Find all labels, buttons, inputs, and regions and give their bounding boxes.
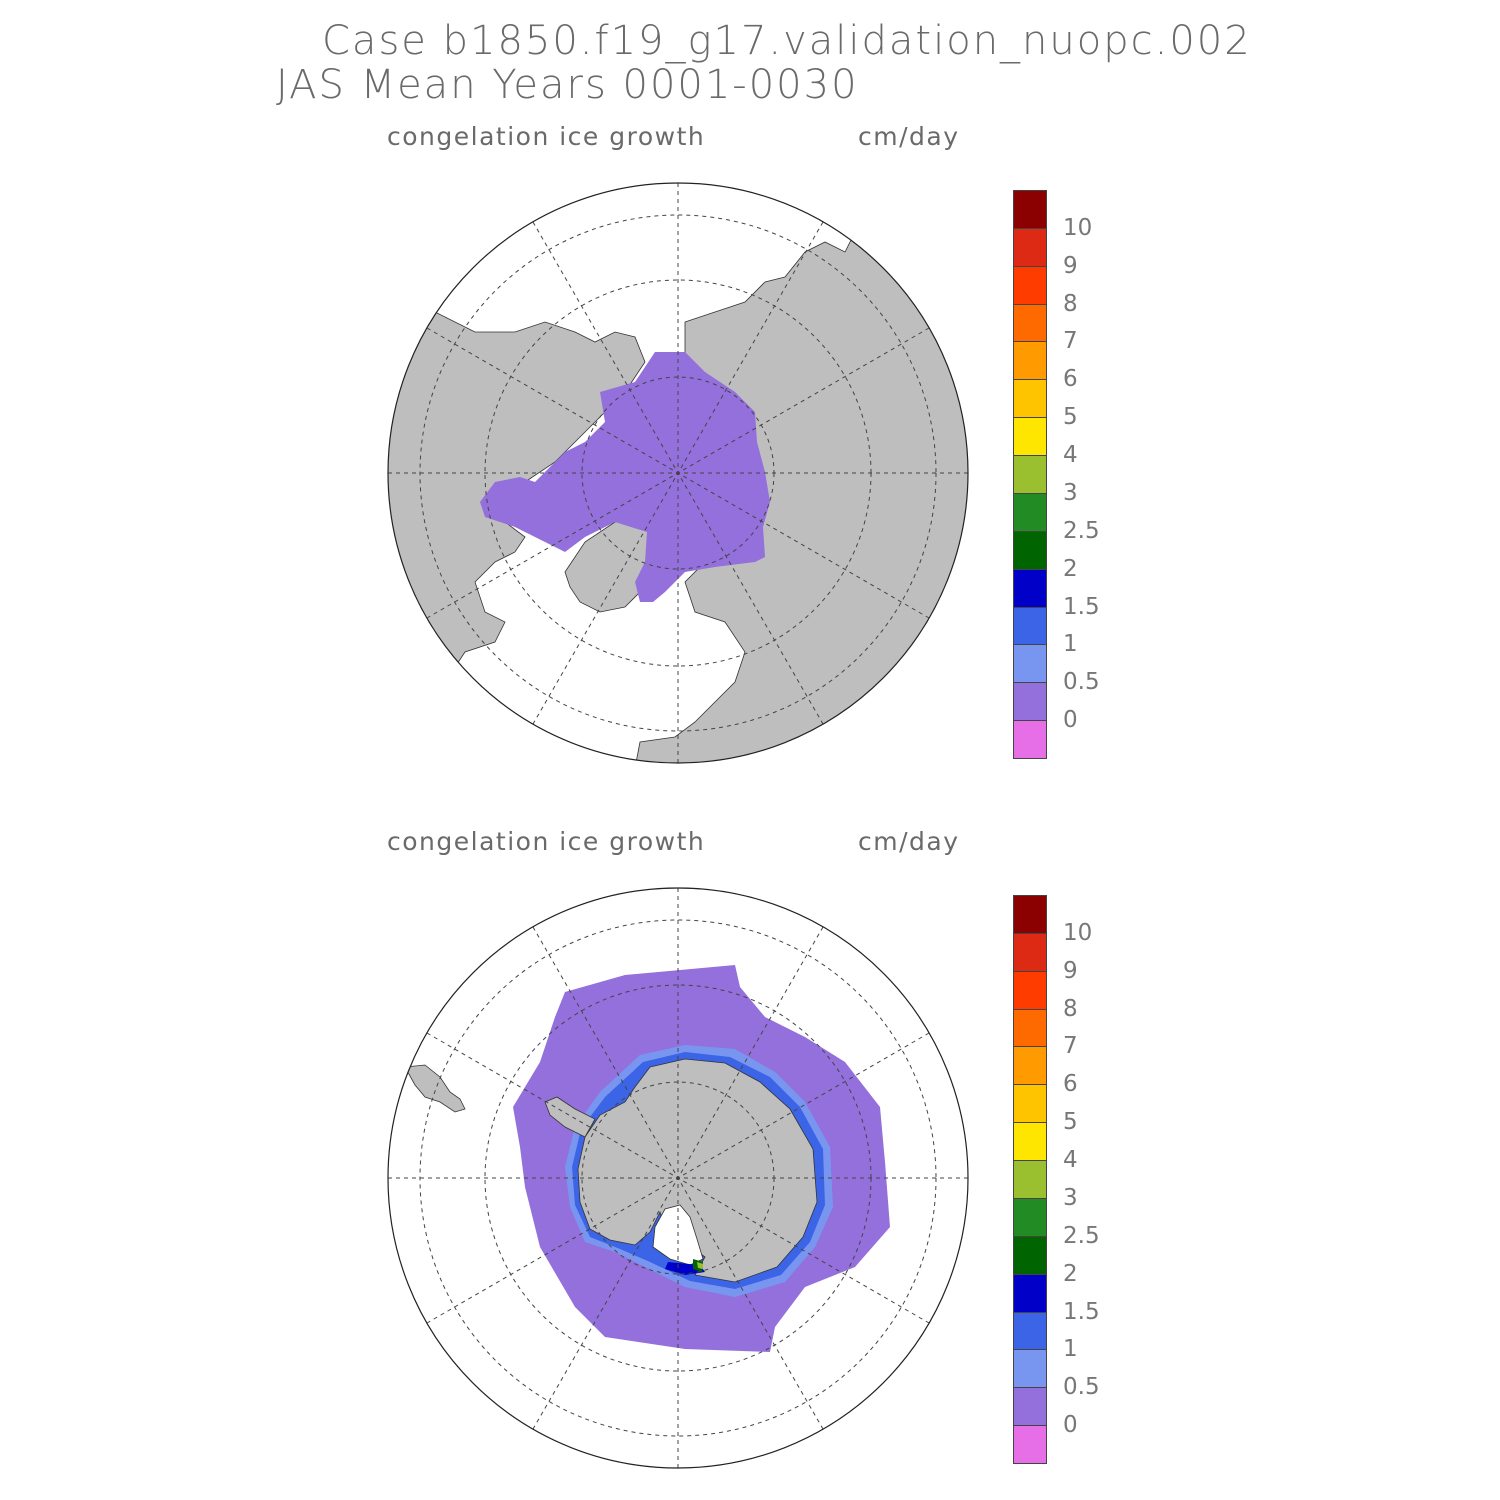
north-colorbar-tick-label: 2.5 [1063, 517, 1100, 544]
north-colorbar-swatch [1013, 190, 1047, 229]
south-colorbar-swatch [1013, 1273, 1047, 1313]
north-colorbar-swatch [1013, 606, 1047, 646]
north-colorbar-tick-label: 1 [1063, 631, 1078, 658]
south-colorbar-swatch [1013, 1046, 1047, 1086]
south-colorbar-tick-label: 10 [1063, 919, 1093, 946]
south-colorbar-tick-label: 9 [1063, 957, 1078, 984]
south-colorbar-swatch [1013, 1122, 1047, 1162]
land-south-america [404, 1064, 466, 1113]
south-colorbar-swatch [1013, 932, 1047, 972]
title-case: Case b1850.f19_g17.validation_nuopc.002 [322, 18, 1252, 64]
south-colorbar-tick-label: 6 [1063, 1071, 1078, 1098]
north-colorbar-swatch [1013, 492, 1047, 532]
south-colorbar-tick-label: 4 [1063, 1147, 1078, 1174]
north-colorbar-tick-label: 7 [1063, 328, 1078, 355]
north-colorbar-tick-label: 6 [1063, 366, 1078, 393]
north-colorbar-tick-label: 9 [1063, 252, 1078, 279]
south-colorbar-tick-label: 5 [1063, 1109, 1078, 1136]
title-period: JAS Mean Years 0001-0030 [276, 62, 859, 108]
north-polar-map [387, 182, 969, 764]
north-colorbar-swatch [1013, 341, 1047, 381]
land-antarctic-peninsula [544, 1096, 596, 1138]
south-colorbar-swatch [1013, 1008, 1047, 1048]
north-colorbar-swatch [1013, 227, 1047, 267]
north-colorbar-tick-label: 0.5 [1063, 669, 1100, 696]
north-colorbar-swatch [1013, 568, 1047, 608]
north-colorbar-swatch [1013, 682, 1047, 722]
north-colorbar-swatch [1013, 644, 1047, 684]
north-colorbar-swatch [1013, 530, 1047, 570]
north-colorbar-swatch [1013, 303, 1047, 343]
south-polar-map [387, 887, 969, 1469]
north-colorbar-tick-label: 2 [1063, 555, 1078, 582]
south-colorbar-swatch [1013, 1235, 1047, 1275]
north-colorbar-swatch [1013, 379, 1047, 419]
north-colorbar-swatch [1013, 720, 1047, 759]
south-colorbar-tick-label: 2.5 [1063, 1222, 1100, 1249]
south-units-label: cm/day [858, 827, 960, 856]
south-colorbar-tick-label: 0.5 [1063, 1374, 1100, 1401]
north-colorbar-swatch [1013, 265, 1047, 305]
north-colorbar-tick-label: 3 [1063, 479, 1078, 506]
south-colorbar-swatch [1013, 1349, 1047, 1389]
south-colorbar-tick-label: 0 [1063, 1412, 1078, 1439]
south-colorbar-tick-label: 1.5 [1063, 1298, 1100, 1325]
north-colorbar-tick-label: 10 [1063, 214, 1093, 241]
south-colorbar-tick-label: 1 [1063, 1336, 1078, 1363]
north-units-label: cm/day [858, 122, 960, 151]
north-colorbar-tick-label: 4 [1063, 442, 1078, 469]
north-colorbar: 10 9 8 7 6 5 4 3 2.5 2 1.5 1 0.5 0 [1013, 190, 1113, 759]
south-colorbar-tick-label: 2 [1063, 1260, 1078, 1287]
arctic-sea-ice [480, 352, 770, 602]
south-colorbar-tick-label: 3 [1063, 1184, 1078, 1211]
south-variable-label: congelation ice growth [387, 827, 706, 856]
south-colorbar-swatch [1013, 1387, 1047, 1427]
south-colorbar-swatch [1013, 1160, 1047, 1199]
south-colorbar-tick-label: 7 [1063, 1033, 1078, 1060]
south-colorbar-swatch [1013, 895, 1047, 934]
south-colorbar-swatch [1013, 1084, 1047, 1124]
north-variable-label: congelation ice growth [387, 122, 706, 151]
ice-yellowgreen-patch [697, 1262, 703, 1269]
south-colorbar-swatch [1013, 1197, 1047, 1237]
south-colorbar: 10 9 8 7 6 5 4 3 2.5 2 1.5 1 0.5 0 [1013, 895, 1113, 1464]
north-colorbar-tick-label: 5 [1063, 404, 1078, 431]
north-colorbar-tick-label: 1.5 [1063, 593, 1100, 620]
south-colorbar-swatch [1013, 1311, 1047, 1351]
north-colorbar-tick-label: 0 [1063, 707, 1078, 734]
north-colorbar-tick-label: 8 [1063, 290, 1078, 317]
south-colorbar-swatch [1013, 1425, 1047, 1464]
south-colorbar-tick-label: 8 [1063, 995, 1078, 1022]
south-colorbar-swatch [1013, 970, 1047, 1010]
north-colorbar-swatch [1013, 455, 1047, 494]
north-colorbar-swatch [1013, 417, 1047, 457]
